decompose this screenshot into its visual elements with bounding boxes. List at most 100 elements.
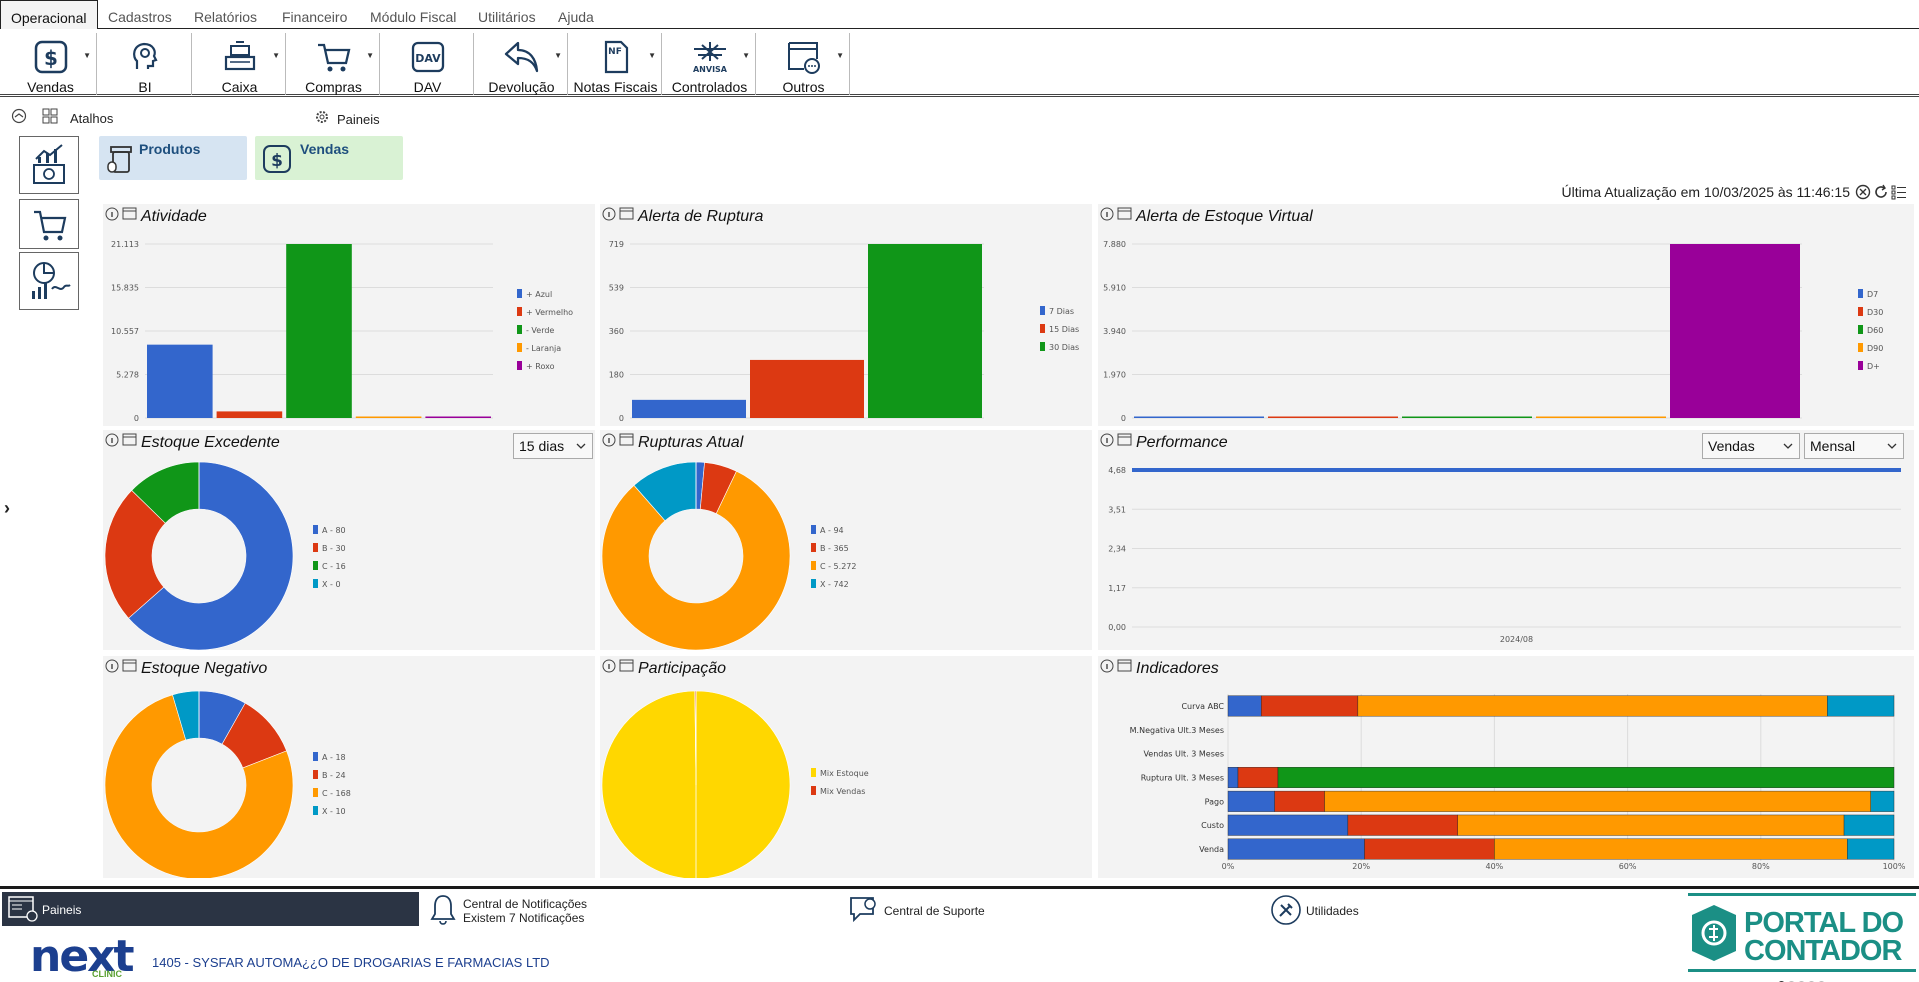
panel-title-rupturas-atual: Rupturas Atual <box>638 434 744 451</box>
menu-relatorios[interactable]: Relatórios <box>194 9 258 25</box>
sliders-icon[interactable] <box>11 108 27 124</box>
bar <box>147 344 213 418</box>
sub-header: Atalhos Paineis <box>0 106 1919 130</box>
gear-icon[interactable] <box>314 109 330 125</box>
chevron-down-icon[interactable]: ▼ <box>366 51 374 60</box>
bar <box>1268 416 1398 418</box>
panel-participacao: Mix Estoque Mix Vendas Participação <box>600 656 1092 878</box>
info-icon <box>105 659 119 673</box>
menu-cadastros[interactable]: Cadastros <box>108 9 172 25</box>
panel-title-estoque-excedente: Estoque Excedente <box>141 434 280 451</box>
window-icon <box>122 433 137 446</box>
notifications-count[interactable]: Existem 7 Notificações <box>463 911 585 925</box>
grid-icon[interactable] <box>42 108 58 124</box>
y-category-label: M.Negativa Ult.3 Meses <box>1130 726 1224 735</box>
x-tick-label: 20% <box>1352 862 1370 871</box>
chevron-down-icon[interactable]: ▼ <box>272 51 280 60</box>
y-tick-label: 10.557 <box>111 327 139 336</box>
menu-modulo-fiscal[interactable]: Módulo Fiscal <box>370 9 457 25</box>
performance-period-select[interactable]: Mensal <box>1804 433 1904 459</box>
chevron-down-icon <box>576 443 586 449</box>
legend-swatch <box>1858 289 1863 298</box>
chevron-down-icon[interactable]: ▼ <box>742 51 750 60</box>
chevron-down-icon[interactable]: ▼ <box>83 51 91 60</box>
pie-chart-icon <box>32 262 71 299</box>
chevron-down-icon[interactable]: ▼ <box>836 51 844 60</box>
menu-ajuda[interactable]: Ajuda <box>558 9 594 25</box>
bi-button[interactable]: BI <box>99 33 192 95</box>
sidebar-cart[interactable] <box>19 199 79 249</box>
atalhos-label[interactable]: Atalhos <box>70 111 114 126</box>
y-category-label: Pago <box>1205 797 1224 806</box>
caixa-button[interactable]: ▼ Caixa <box>194 33 286 95</box>
portal-contador-logo[interactable]: PORTAL DO CONTADOR <box>1688 893 1916 973</box>
info-icon-bar <box>608 438 610 443</box>
donut-hole <box>152 738 246 832</box>
chevron-down-icon <box>1783 443 1793 449</box>
y-tick-label: 1,17 <box>1108 584 1126 593</box>
bar <box>750 359 864 418</box>
dav-label: DAV <box>413 79 442 95</box>
excedente-period-select[interactable]: 15 dias <box>513 433 593 459</box>
panel-title-performance: Performance <box>1136 434 1228 451</box>
menu-utilitarios[interactable]: Utilitários <box>478 9 536 25</box>
sidebar-sales-chart[interactable] <box>19 136 79 194</box>
outros-button[interactable]: ▼ Outros <box>758 33 850 95</box>
info-icon-bar <box>111 438 113 443</box>
y-category-label: Venda <box>1199 845 1224 854</box>
devolucao-button[interactable]: ▼ Devolução <box>476 33 568 95</box>
stacked-bar-segment <box>1357 695 1828 717</box>
shortcut-vendas[interactable]: $ Vendas <box>255 136 403 180</box>
svg-text:ANVISA: ANVISA <box>692 65 727 74</box>
compras-button[interactable]: ▼ Compras <box>288 33 380 95</box>
notas-fiscais-button[interactable]: NF ▼ Notas Fiscais <box>570 33 662 95</box>
svg-text:$: $ <box>44 46 58 70</box>
list-settings-icon[interactable] <box>1891 184 1907 200</box>
legend-label: A - 80 <box>322 526 346 535</box>
y-tick-label: 21.113 <box>111 240 139 249</box>
menu-financeiro[interactable]: Financeiro <box>282 9 348 25</box>
info-icon-bar <box>608 212 610 217</box>
support-label[interactable]: Central de Suporte <box>884 904 985 918</box>
paineis-tab[interactable]: Paineis <box>337 112 380 127</box>
info-icon-bar <box>1106 664 1108 669</box>
controlados-button[interactable]: ANVISA ▼ Controlados <box>664 33 756 95</box>
bell-icon[interactable] <box>430 893 456 927</box>
tools-icon[interactable] <box>1270 894 1302 926</box>
shortcut-produtos[interactable]: Produtos <box>99 136 247 180</box>
stacked-bar-segment <box>1277 767 1895 788</box>
utilidades-label[interactable]: Utilidades <box>1306 904 1359 918</box>
refresh-icon[interactable] <box>1873 184 1889 200</box>
notifications-title[interactable]: Central de Notificações <box>463 897 588 911</box>
legend-swatch <box>517 325 522 334</box>
legend-swatch <box>1040 342 1045 351</box>
carousel-dots[interactable] <box>1778 975 1825 982</box>
legend-swatch <box>811 525 816 534</box>
bar <box>1134 416 1264 418</box>
x-tick-label: 60% <box>1619 862 1637 871</box>
menu-operacional[interactable]: Operacional <box>0 0 98 30</box>
compras-label: Compras <box>305 79 362 95</box>
expand-chevron-icon[interactable]: › <box>4 498 10 518</box>
chevron-down-icon[interactable]: ▼ <box>648 51 656 60</box>
sidebar-analytics[interactable] <box>19 252 79 310</box>
estoque-excedente-chart: A - 80 B - 30 C - 16 X - 0 <box>104 433 346 650</box>
bi-label: BI <box>138 79 152 95</box>
stacked-bar-segment <box>1494 838 1848 860</box>
chevron-down-icon <box>1887 443 1897 449</box>
close-circle-icon[interactable] <box>1855 184 1871 200</box>
chevron-down-icon[interactable]: ▼ <box>554 51 562 60</box>
dav-button[interactable]: DAV DAV <box>382 33 474 95</box>
performance-metric-select[interactable]: Vendas <box>1702 433 1800 459</box>
legend-label: X - 10 <box>322 807 346 816</box>
cart-icon <box>34 210 67 241</box>
dashboard-icon <box>8 896 38 922</box>
vendas-button[interactable]: $ ▼ Vendas <box>5 33 97 95</box>
chat-support-icon[interactable] <box>848 895 880 925</box>
legend-swatch <box>811 543 816 552</box>
legend-label: 15 Dias <box>1049 325 1079 334</box>
legend-label: B - 365 <box>820 544 849 553</box>
portal-line-2: CONTADOR <box>1744 935 1902 967</box>
paineis-status-button[interactable]: Paineis <box>2 892 419 926</box>
controlados-label: Controlados <box>671 79 748 95</box>
